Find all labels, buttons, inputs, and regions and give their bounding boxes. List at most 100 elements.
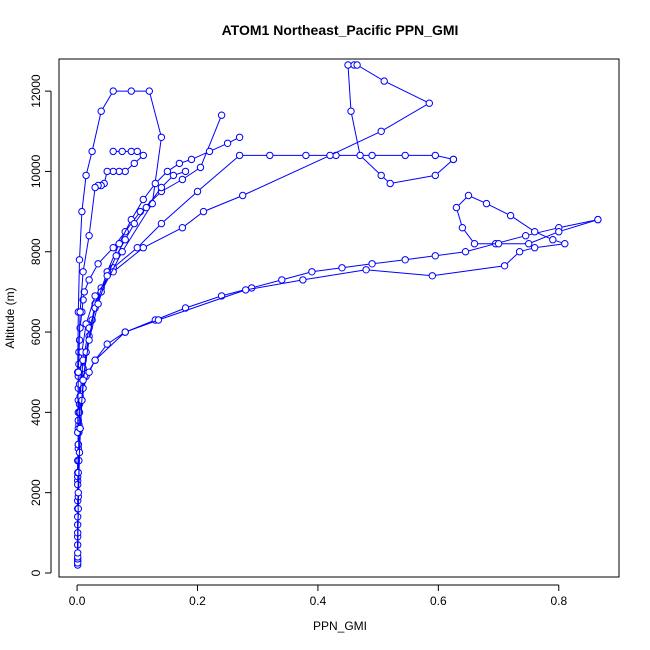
data-point — [353, 61, 361, 69]
y-axis-label: Altitude (m) — [3, 287, 17, 348]
data-point — [380, 77, 388, 85]
data-point — [299, 276, 307, 284]
data-point — [205, 147, 214, 156]
data-point — [91, 183, 99, 192]
data-point — [515, 248, 524, 256]
data-point — [157, 183, 166, 192]
data-point — [151, 179, 160, 188]
data-point — [308, 268, 316, 276]
data-point — [555, 228, 563, 236]
data-point — [169, 171, 178, 180]
series-line-5 — [77, 194, 599, 485]
data-point — [199, 207, 208, 216]
data-point — [78, 207, 86, 216]
data-point — [461, 248, 470, 256]
x-tick-label: 0.6 — [430, 594, 447, 608]
series-line-9 — [77, 170, 186, 553]
y-axis: 0 2000 4000 6000 8000 10000 12000 — [29, 74, 52, 576]
data-point — [127, 147, 136, 156]
data-point — [75, 256, 84, 264]
y-tick-label: 0 — [29, 569, 43, 576]
data-point — [97, 107, 105, 115]
data-point — [531, 244, 539, 252]
data-point — [494, 240, 503, 248]
data-point — [377, 127, 385, 136]
data-point — [157, 219, 166, 228]
data-point — [130, 159, 139, 168]
data-point — [85, 368, 93, 376]
data-point — [136, 207, 145, 216]
data-point — [175, 159, 184, 168]
chart-title: ATOM1 Northeast_Pacific PPN_GMI — [222, 22, 459, 38]
data-point — [594, 215, 602, 224]
data-point — [326, 151, 334, 160]
x-axis-label: PPN_GMI — [313, 619, 367, 633]
data-point — [76, 424, 84, 433]
data-point — [235, 133, 244, 142]
y-tick-label: 8000 — [29, 238, 43, 265]
data-point — [500, 262, 509, 270]
data-point — [470, 240, 479, 248]
data-point — [94, 260, 102, 268]
data-point — [235, 151, 244, 160]
data-point — [103, 340, 111, 348]
data-point — [525, 240, 533, 248]
data-point — [428, 272, 436, 280]
data-point — [344, 61, 352, 69]
data-point — [196, 163, 205, 172]
data-point — [157, 133, 166, 142]
data-point — [148, 199, 157, 208]
data-point — [121, 328, 129, 336]
y-tick-label: 10000 — [29, 154, 43, 188]
data-point — [109, 147, 117, 156]
data-point — [506, 211, 515, 220]
data-point — [130, 219, 139, 228]
y-tick-label: 12000 — [29, 74, 43, 108]
data-point — [187, 155, 196, 164]
data-point — [133, 244, 142, 252]
data-point — [449, 155, 458, 164]
data-point — [425, 99, 433, 107]
data-point — [193, 187, 202, 196]
data-point — [74, 549, 82, 557]
y-tick-label: 6000 — [29, 318, 43, 345]
data-point — [431, 151, 439, 160]
data-point — [103, 272, 111, 280]
data-layer — [74, 61, 602, 569]
data-point — [109, 244, 117, 252]
data-point — [145, 87, 154, 95]
data-point — [431, 171, 439, 180]
data-point — [482, 199, 491, 208]
data-point — [386, 179, 394, 188]
data-point — [338, 264, 346, 272]
data-point — [561, 240, 569, 248]
data-point — [431, 252, 439, 260]
data-point — [347, 107, 355, 115]
data-point — [74, 489, 83, 497]
data-point — [302, 151, 310, 160]
data-point — [118, 147, 126, 156]
data-point — [85, 336, 93, 344]
data-point — [139, 195, 148, 204]
data-point — [133, 147, 142, 156]
y-tick-label: 2000 — [29, 479, 43, 506]
x-tick-label: 0.8 — [550, 594, 567, 608]
data-point — [549, 236, 557, 244]
data-point — [103, 167, 111, 176]
data-point — [368, 260, 376, 268]
data-point — [368, 151, 376, 160]
data-point — [74, 368, 83, 376]
data-point — [154, 316, 163, 324]
data-point — [91, 292, 99, 300]
data-point — [91, 356, 99, 364]
data-point — [242, 286, 250, 294]
data-point — [85, 232, 93, 240]
data-point — [356, 151, 364, 160]
data-point — [121, 236, 129, 244]
data-point — [217, 111, 226, 119]
data-point — [88, 147, 96, 156]
data-point — [452, 203, 461, 212]
x-axis: 0.0 0.2 0.4 0.6 0.8 — [69, 584, 567, 608]
